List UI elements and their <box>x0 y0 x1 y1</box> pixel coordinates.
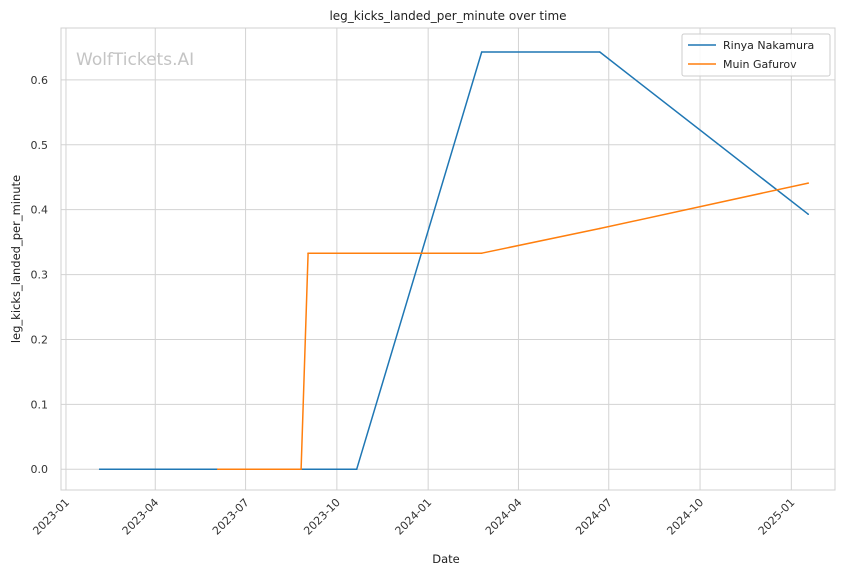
x-axis-title: Date <box>432 552 460 566</box>
data-point <box>98 468 101 471</box>
x-tick-label: 2024-10 <box>664 496 706 538</box>
chart-title: leg_kicks_landed_per_minute over time <box>329 9 566 23</box>
y-axis-title: leg_kicks_landed_per_minute <box>9 175 23 343</box>
data-point <box>216 468 219 471</box>
data-point <box>807 213 810 216</box>
series-layer <box>98 51 810 471</box>
x-tick-label: 2023-10 <box>301 496 343 538</box>
data-point <box>480 51 483 53</box>
x-tick-labels: 2023-01 2023-04 2023-07 2023-10 2024-01 2024-… <box>30 496 797 538</box>
y-tick-label: 0.4 <box>31 204 49 217</box>
data-point <box>599 51 601 53</box>
y-tick-label: 0.0 <box>31 463 49 476</box>
y-tick-label: 0.5 <box>31 139 49 152</box>
plot-frame <box>60 27 836 491</box>
y-tick-label: 0.3 <box>31 269 49 282</box>
y-tick-label: 0.1 <box>31 398 49 411</box>
x-tick-label: 2024-04 <box>483 496 525 538</box>
legend-label: Rinya Nakamura <box>723 39 814 52</box>
watermark: WolfTickets.AI <box>76 50 194 70</box>
x-tick-label: 2024-07 <box>573 496 615 538</box>
data-point <box>599 227 601 230</box>
data-point <box>355 468 358 471</box>
legend-label: Muin Gafurov <box>723 58 797 71</box>
x-tick-label: 2023-01 <box>30 496 72 538</box>
x-tick-label: 2024-01 <box>393 496 435 538</box>
data-point <box>307 252 309 254</box>
y-tick-label: 0.6 <box>31 74 49 87</box>
x-tick-label: 2023-04 <box>120 496 162 538</box>
x-tick-label: 2025-01 <box>756 496 798 538</box>
y-tick-label: 0.2 <box>31 333 49 346</box>
y-tick-labels: 0.0 0.1 0.2 0.3 0.4 0.5 0.6 <box>31 74 49 476</box>
series-line-muin-gafurov <box>217 182 809 470</box>
data-point <box>807 182 810 184</box>
plot-background <box>61 28 835 490</box>
grid <box>61 28 835 490</box>
data-point <box>480 252 483 254</box>
data-point <box>300 468 302 471</box>
legend-box <box>681 33 831 77</box>
legend: Rinya Nakamura Muin Gafurov <box>681 33 831 77</box>
x-tick-label: 2023-07 <box>210 496 252 538</box>
